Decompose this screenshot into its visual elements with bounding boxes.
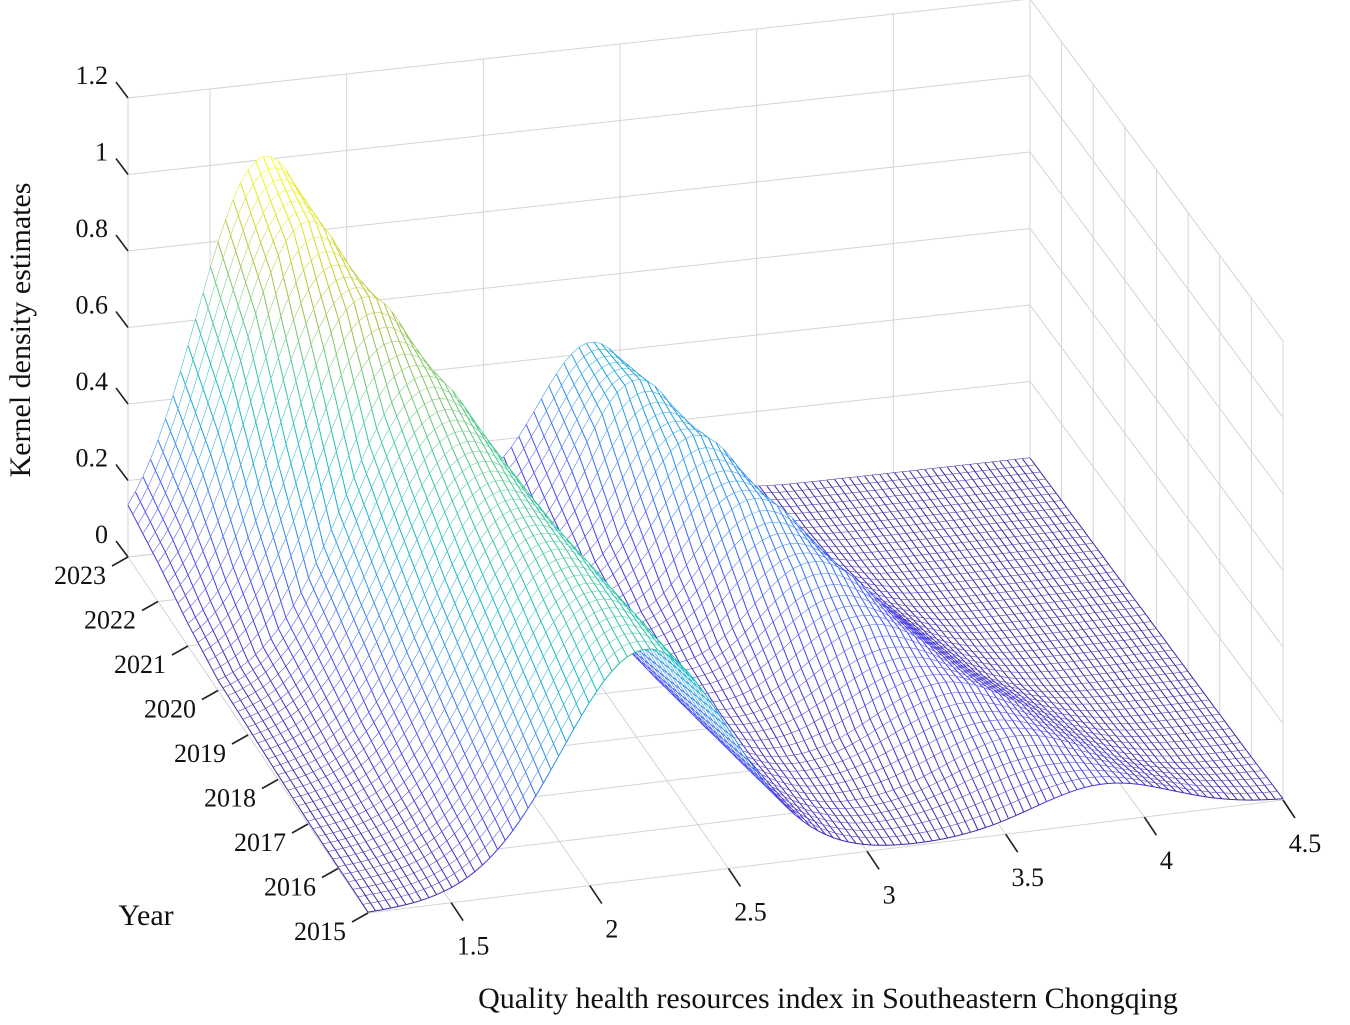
grid-back-horizontal — [128, 0, 1030, 98]
surface-layer — [128, 157, 1283, 912]
